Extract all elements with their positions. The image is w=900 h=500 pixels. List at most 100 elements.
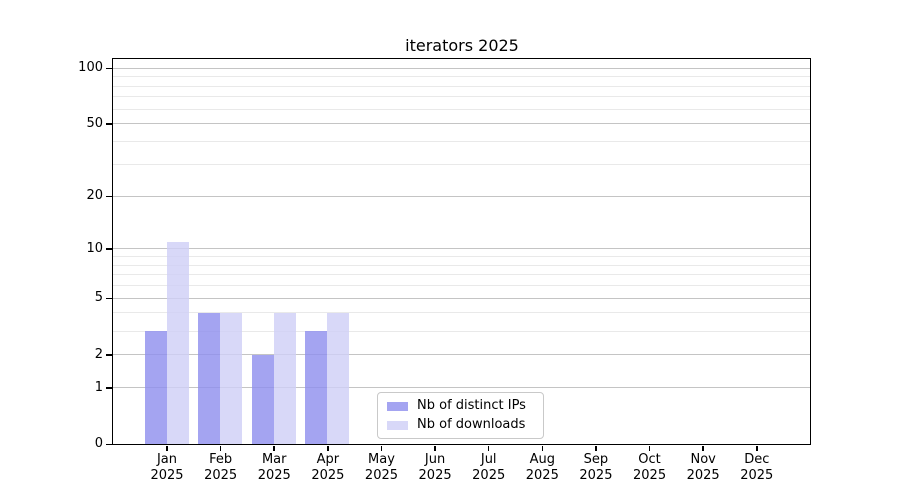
month-label: Mar	[261, 452, 287, 467]
major-gridline-100	[113, 67, 810, 69]
year-label: 2025	[204, 467, 238, 483]
major-gridline-20	[113, 195, 810, 197]
month-label: Nov	[690, 452, 716, 467]
month-label: Jul	[480, 452, 497, 467]
x-tick-label-jun: Jun 2025	[419, 452, 452, 483]
year-label: 2025	[579, 467, 613, 483]
year-label: 2025	[364, 467, 399, 483]
y-tick-label-5: 5	[94, 290, 103, 306]
year-label: 2025	[686, 467, 720, 483]
month-label: Sep	[583, 452, 609, 467]
month-label: Dec	[744, 452, 770, 467]
minor-gridline-40	[113, 141, 810, 143]
minor-gridline-3	[113, 330, 810, 332]
legend-item-distinct-ips: Nb of distinct IPs	[387, 398, 534, 414]
legend: Nb of distinct IPs Nb of downloads	[377, 392, 544, 439]
x-tick-label-sep: Sep 2025	[579, 452, 612, 483]
y-tick-label-2: 2	[94, 346, 103, 362]
year-label: 2025	[311, 467, 345, 483]
x-tick-label-dec: Dec 2025	[740, 452, 773, 483]
y-tick-mark-2	[106, 354, 113, 356]
minor-gridline-30	[113, 163, 810, 165]
major-gridline-5	[113, 297, 810, 299]
x-tick-mark-apr	[327, 445, 329, 451]
legend-item-downloads: Nb of downloads	[387, 417, 534, 433]
x-tick-label-oct: Oct 2025	[633, 452, 666, 483]
x-tick-mark-dec	[756, 445, 758, 451]
x-tick-mark-mar	[273, 445, 275, 451]
year-label: 2025	[257, 467, 291, 483]
downloads-bar-apr	[327, 312, 350, 444]
month-label: Oct	[638, 452, 661, 467]
minor-gridline-4	[113, 312, 810, 314]
x-tick-label-apr: Apr 2025	[311, 452, 344, 483]
x-tick-mark-jul	[487, 445, 490, 451]
month-label: Jun	[424, 452, 446, 467]
minor-gridline-6	[113, 285, 810, 287]
x-tick-mark-feb	[219, 445, 222, 451]
year-label: 2025	[418, 467, 452, 483]
plot-area	[112, 58, 811, 445]
year-label: 2025	[525, 467, 559, 483]
month-label: Feb	[209, 452, 233, 467]
minor-gridline-7	[113, 274, 810, 276]
y-tick-label-10: 10	[86, 240, 103, 256]
major-gridline-1	[113, 387, 810, 389]
y-tick-label-1: 1	[94, 379, 103, 395]
downloads-swatch	[387, 420, 408, 430]
y-tick-label-50: 50	[86, 115, 103, 131]
year-label: 2025	[150, 467, 184, 483]
x-tick-mark-sep	[595, 445, 597, 451]
chart-title: iterators 2025	[405, 36, 519, 55]
month-label: Jan	[156, 452, 178, 467]
x-tick-mark-jan	[166, 445, 168, 451]
x-tick-mark-oct	[648, 445, 651, 451]
downloads-bar-jan	[166, 241, 189, 444]
distinct-ips-bar-jan	[144, 331, 167, 444]
major-gridline-10	[113, 248, 810, 250]
y-tick-mark-10	[106, 248, 113, 250]
distinct-ips-bar-mar	[251, 354, 274, 444]
legend-label-distinct-ips: Nb of distinct IPs	[417, 398, 526, 413]
distinct-ips-swatch	[387, 401, 408, 411]
y-tick-mark-100	[106, 67, 113, 70]
major-gridline-2	[113, 354, 810, 356]
year-label: 2025	[633, 467, 667, 483]
y-tick-label-0: 0	[94, 436, 103, 451]
x-tick-label-may: May 2025	[365, 452, 398, 483]
month-label: Aug	[529, 452, 555, 467]
x-tick-label-mar: Mar 2025	[258, 452, 291, 483]
minor-gridline-9	[113, 255, 810, 257]
minor-gridline-8	[113, 264, 810, 266]
x-tick-mark-nov	[702, 445, 704, 451]
x-tick-mark-may	[380, 445, 383, 451]
legend-label-downloads: Nb of downloads	[417, 417, 526, 432]
y-tick-mark-0	[106, 443, 113, 446]
x-tick-label-jul: Jul 2025	[472, 452, 505, 483]
x-tick-label-jan: Jan 2025	[150, 452, 183, 483]
year-label: 2025	[472, 467, 506, 483]
minor-gridline-60	[113, 108, 810, 110]
minor-gridline-80	[113, 85, 810, 87]
x-tick-mark-jun	[434, 445, 436, 451]
month-label: Apr	[316, 452, 340, 467]
y-tick-mark-5	[106, 297, 113, 300]
y-tick-mark-50	[106, 123, 113, 125]
y-axis: 100 50 20 10 5 2 1 0	[0, 59, 103, 451]
month-label: May	[368, 452, 395, 467]
major-gridline-50	[113, 123, 810, 125]
y-tick-mark-1	[106, 387, 113, 389]
x-tick-label-aug: Aug 2025	[526, 452, 559, 483]
downloads-bar-feb	[220, 312, 243, 444]
y-tick-label-20: 20	[86, 188, 103, 204]
downloads-bar-mar	[273, 312, 296, 444]
y-tick-mark-20	[106, 195, 113, 198]
y-tick-label-100: 100	[78, 60, 103, 76]
x-tick-label-nov: Nov 2025	[687, 452, 720, 483]
x-tick-mark-aug	[541, 445, 544, 451]
distinct-ips-bar-apr	[305, 331, 328, 444]
minor-gridline-70	[113, 96, 810, 98]
distinct-ips-bar-feb	[198, 312, 221, 444]
minor-gridline-90	[113, 76, 810, 78]
